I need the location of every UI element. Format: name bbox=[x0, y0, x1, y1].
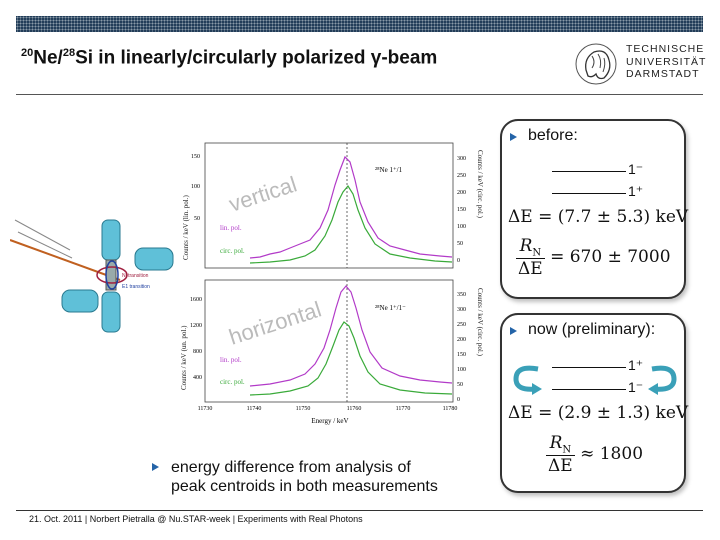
before-label: before: bbox=[528, 127, 578, 144]
bottom-rtick-1: 300 bbox=[457, 307, 466, 313]
circular-polarization-left-icon bbox=[513, 365, 542, 395]
top-circ-series bbox=[249, 184, 453, 264]
circular-polarization-right-icon bbox=[648, 365, 677, 395]
bottom-rtick-6: 50 bbox=[457, 382, 463, 388]
footer: 21. Oct. 2011 | Norbert Pietralla @ Nu.S… bbox=[29, 514, 363, 524]
top-rtick-3: 150 bbox=[457, 207, 466, 213]
top-legend-lin: lin. pol. bbox=[220, 224, 242, 232]
header-bar bbox=[16, 16, 703, 32]
bottom-spectrum: horizontal Counts / keV (un. pol.) Count… bbox=[180, 279, 484, 425]
logo-line-2: UNIVERSITÄT bbox=[626, 55, 707, 68]
before-ratio-value: = 670 ± 7000 bbox=[550, 247, 671, 268]
bottom-y-right-label: Counts / keV (circ. pol.) bbox=[476, 288, 484, 357]
bottom-y-left-label: Counts / keV (un. pol.) bbox=[180, 325, 188, 390]
now-ratio: RN ΔE ≈ 1800 bbox=[546, 433, 644, 477]
bottom-legend-circ: circ. pol. bbox=[220, 378, 245, 386]
level-lower-label: 1⁺ bbox=[628, 183, 644, 199]
title-divider bbox=[16, 94, 703, 95]
bottom-tick-1600: 1600 bbox=[190, 297, 202, 303]
top-spectrum: vertical Counts / keV (lin. pol.) Counts… bbox=[182, 142, 484, 269]
level-line-lower bbox=[552, 389, 626, 390]
spectra-figure: Ni transition E1 transition vertical Cou… bbox=[10, 142, 484, 425]
x-tick-5: 11780 bbox=[443, 406, 458, 412]
university-logo bbox=[575, 43, 617, 85]
x-tick-1: 11740 bbox=[247, 406, 262, 412]
x-axis-label: Energy / keV bbox=[311, 417, 348, 425]
now-delta-e: ΔE = (2.9 ± 1.3) keV bbox=[508, 403, 689, 423]
level-upper-label: 1⁺ bbox=[628, 357, 644, 373]
bottom-rtick-0: 350 bbox=[457, 292, 466, 298]
bottom-rtick-4: 150 bbox=[457, 352, 466, 358]
top-rtick-5: 50 bbox=[457, 241, 463, 247]
top-tick-100: 100 bbox=[191, 184, 200, 190]
level-line-lower bbox=[552, 193, 626, 194]
bottom-tick-800: 800 bbox=[193, 349, 202, 355]
level-line-upper bbox=[552, 171, 626, 172]
footer-divider bbox=[16, 510, 703, 511]
now-label: now (preliminary): bbox=[528, 321, 656, 338]
now-panel: now (preliminary): 1⁺ 1⁻ ΔE = (2.9 ± 1.3… bbox=[500, 313, 689, 493]
slide-title: 20Ne/28Si in linearly/circularly polariz… bbox=[21, 47, 438, 69]
bottom-tick-1200: 1200 bbox=[190, 323, 202, 329]
x-tick-3: 11760 bbox=[347, 406, 362, 412]
bottom-legend-lin: lin. pol. bbox=[220, 356, 242, 364]
bottom-transition-label: ²⁸Ne 1⁺/1⁻ bbox=[375, 304, 406, 312]
level-line-upper bbox=[552, 367, 626, 368]
label-e1-transition: E1 transition bbox=[122, 284, 150, 290]
bottom-rtick-3: 200 bbox=[457, 337, 466, 343]
label-ni-transition: Ni transition bbox=[122, 273, 149, 279]
bullet-icon bbox=[152, 463, 159, 471]
logo-line-3: DARMSTADT bbox=[626, 68, 700, 80]
top-rtick-4: 100 bbox=[457, 224, 466, 230]
bottom-rtick-7: 0 bbox=[457, 397, 460, 403]
bottom-rtick-2: 250 bbox=[457, 322, 466, 328]
top-tick-150: 150 bbox=[191, 154, 200, 160]
top-rtick-1: 250 bbox=[457, 173, 466, 179]
x-tick-4: 11770 bbox=[396, 406, 411, 412]
note-line-1: energy difference from analysis of bbox=[171, 459, 411, 476]
university-name: TECHNISCHE UNIVERSITÄT DARMSTADT bbox=[626, 43, 706, 81]
top-legend-circ: circ. pol. bbox=[220, 247, 245, 255]
top-transition-label: ²⁸Ne 1⁺/1 bbox=[375, 166, 403, 174]
top-rtick-6: 0 bbox=[457, 258, 460, 264]
level-lower-label: 1⁻ bbox=[628, 379, 644, 395]
analysis-note: energy difference from analysis of peak … bbox=[171, 458, 438, 496]
bullet-icon bbox=[510, 133, 517, 141]
note-line-2: peak centroids in both measurements bbox=[171, 478, 438, 495]
x-tick-2: 11750 bbox=[296, 406, 311, 412]
now-ratio-value: ≈ 1800 bbox=[580, 444, 644, 465]
before-ratio: RN ΔE = 670 ± 7000 bbox=[516, 236, 671, 280]
top-rtick-0: 300 bbox=[457, 156, 466, 162]
top-tick-50: 50 bbox=[194, 216, 200, 222]
level-upper-label: 1⁻ bbox=[628, 161, 644, 177]
top-rtick-2: 200 bbox=[457, 190, 466, 196]
x-tick-0: 11730 bbox=[198, 406, 213, 412]
bottom-lin-series bbox=[249, 285, 453, 387]
top-y-left-label: Counts / keV (lin. pol.) bbox=[182, 195, 190, 260]
before-delta-e: ΔE = (7.7 ± 5.3) keV bbox=[508, 207, 689, 227]
logo-line-1: TECHNISCHE bbox=[626, 43, 705, 55]
top-y-right-label: Counts / keV (circ. pol.) bbox=[476, 150, 484, 219]
before-panel: before: 1⁻ 1⁺ ΔE = (7.7 ± 5.3) keV RN ΔE … bbox=[500, 119, 689, 299]
bottom-rtick-5: 100 bbox=[457, 367, 466, 373]
bottom-circ-series bbox=[249, 321, 453, 396]
bottom-tick-400: 400 bbox=[193, 375, 202, 381]
bullet-icon bbox=[510, 327, 517, 335]
top-lin-series bbox=[249, 155, 453, 259]
detector-setup-illustration: Ni transition E1 transition bbox=[10, 219, 174, 333]
